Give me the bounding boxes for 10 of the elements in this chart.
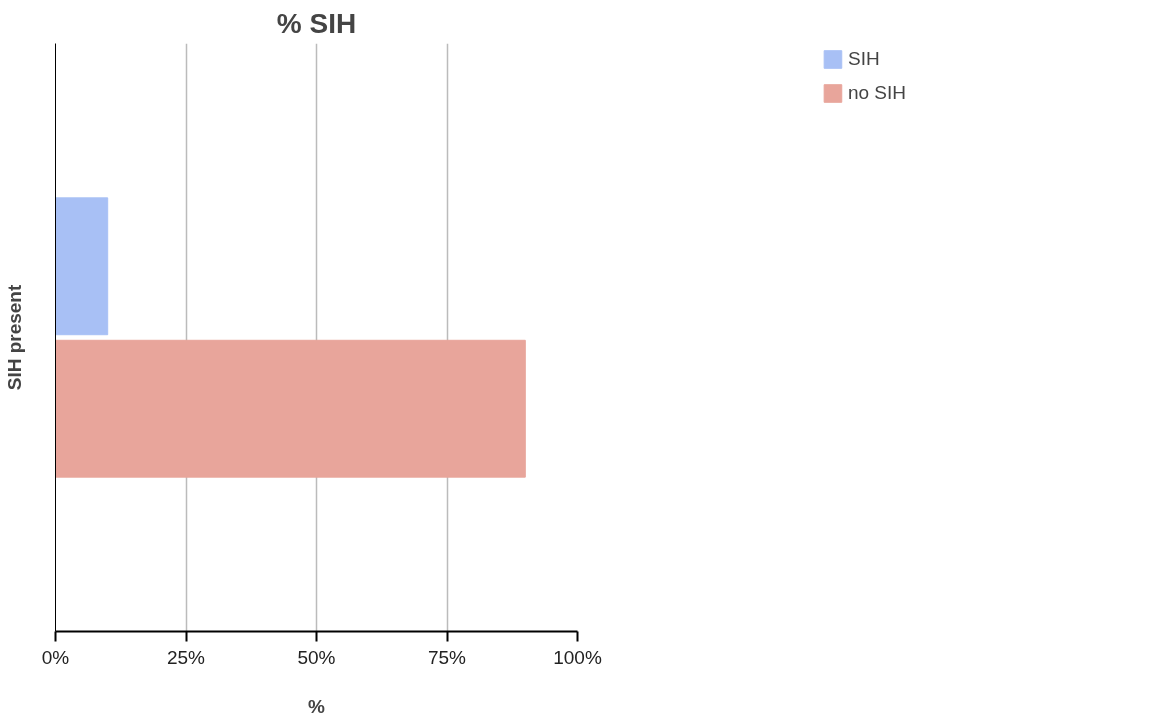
chart-title: % SIH bbox=[276, 7, 357, 39]
legend-label: SIH bbox=[847, 48, 880, 70]
x-tick-label: 0% bbox=[41, 646, 70, 668]
x-axis-title: % bbox=[308, 695, 326, 717]
legend-label: no SIH bbox=[847, 82, 907, 104]
y-axis-title: SIH present bbox=[3, 284, 25, 391]
x-tick-label: 100% bbox=[553, 646, 602, 668]
x-tick-label: 75% bbox=[427, 646, 467, 668]
x-tick-label: 50% bbox=[297, 646, 336, 668]
x-tick-label: 25% bbox=[166, 646, 206, 668]
